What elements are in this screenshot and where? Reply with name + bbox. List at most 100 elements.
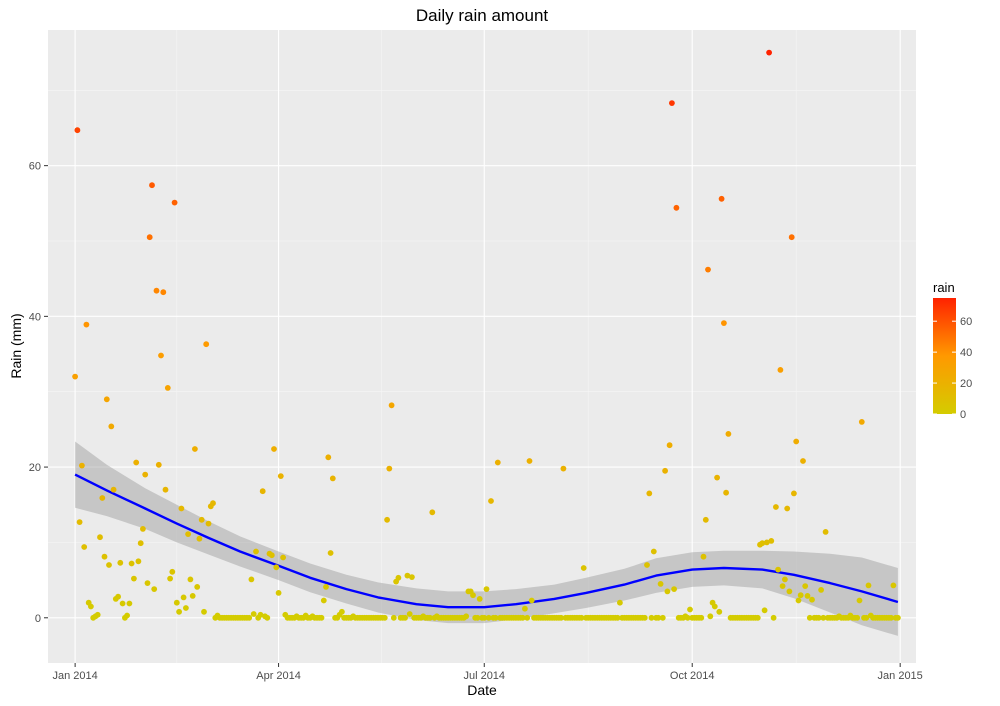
data-point (119, 600, 126, 607)
data-point (662, 467, 668, 474)
smooth-line (74, 473, 899, 609)
data-point (427, 614, 433, 621)
data-point (171, 199, 178, 206)
major-gridlines (48, 30, 916, 663)
data-point (390, 614, 397, 621)
legend-tick-label: 60 (960, 316, 972, 328)
data-point (818, 587, 824, 593)
data-point (277, 473, 284, 479)
x-tick-label: Jan 2014 (52, 670, 97, 682)
data-point (259, 488, 266, 495)
data-point (404, 572, 411, 579)
data-point (275, 590, 282, 596)
data-point (268, 552, 275, 559)
data-point (705, 266, 711, 273)
data-point (578, 614, 585, 621)
data-point (115, 593, 121, 600)
data-point (180, 594, 187, 601)
data-point (273, 564, 280, 571)
x-tick-label: Apr 2014 (256, 670, 301, 682)
y-tick-label: 40 (29, 311, 41, 323)
data-point (88, 603, 94, 610)
data-point (854, 614, 861, 621)
data-point (133, 459, 140, 466)
data-point (865, 582, 872, 589)
data-point (761, 607, 768, 614)
data-point (160, 289, 167, 296)
data-point (280, 554, 286, 561)
data-point (759, 540, 766, 547)
data-point (79, 462, 85, 469)
data-point (791, 490, 797, 497)
legend-tick-label: 40 (960, 347, 972, 359)
data-point (723, 489, 729, 496)
data-point (644, 562, 650, 568)
y-axis-title: Rain (mm) (8, 313, 24, 378)
data-point (250, 611, 257, 617)
data-point (386, 465, 393, 472)
data-point (246, 614, 253, 621)
data-point (395, 574, 402, 581)
confidence-band (75, 441, 898, 636)
data-point (194, 584, 201, 590)
data-point (483, 586, 490, 592)
data-point (648, 614, 655, 621)
data-point (820, 614, 827, 621)
data-point (669, 100, 675, 106)
x-tick-label: Jan 2015 (878, 670, 923, 682)
data-point (858, 419, 865, 425)
data-point (797, 592, 804, 599)
x-axis: Jan 2014 Apr 2014 Jul 2014 Oct 2014 Jan 2015 (52, 663, 923, 682)
data-point (655, 614, 662, 621)
data-point (522, 605, 528, 612)
data-point (173, 599, 180, 606)
data-point (614, 614, 621, 621)
legend-tick-label: 20 (960, 378, 972, 390)
data-point (158, 352, 164, 359)
data-point (659, 614, 666, 621)
data-point (488, 498, 494, 504)
data-point (788, 234, 795, 241)
data-point (155, 461, 162, 468)
data-point (185, 531, 192, 537)
data-point (890, 582, 897, 589)
data-point (83, 321, 90, 328)
data-point (257, 611, 264, 618)
data-point (528, 597, 535, 604)
data-point (101, 553, 108, 560)
data-point (196, 535, 203, 542)
data-point (646, 490, 653, 497)
data-point (198, 516, 205, 523)
data-point (72, 373, 78, 380)
data-point (264, 614, 271, 621)
data-point (117, 559, 124, 566)
data-point (327, 550, 334, 556)
data-point (481, 614, 488, 621)
data-point (325, 454, 332, 461)
smooth-layer (74, 441, 899, 636)
data-point (128, 560, 135, 567)
data-point (519, 614, 526, 621)
data-point (782, 576, 788, 583)
x-axis-title: Date (467, 682, 497, 698)
data-point (687, 606, 693, 613)
data-point (718, 195, 725, 202)
data-point (164, 385, 171, 391)
data-point (137, 540, 144, 547)
minor-gridlines (48, 30, 916, 663)
data-point (388, 402, 395, 409)
data-point (384, 516, 390, 523)
data-point (81, 544, 88, 550)
data-point (94, 611, 101, 618)
data-point (492, 614, 499, 621)
data-point (671, 586, 677, 592)
data-point (664, 588, 671, 595)
data-point (124, 612, 130, 619)
data-point (140, 526, 146, 532)
data-point (888, 614, 894, 621)
data-point (725, 431, 732, 437)
data-point (429, 509, 436, 516)
data-point (108, 423, 115, 430)
data-point (558, 614, 564, 621)
